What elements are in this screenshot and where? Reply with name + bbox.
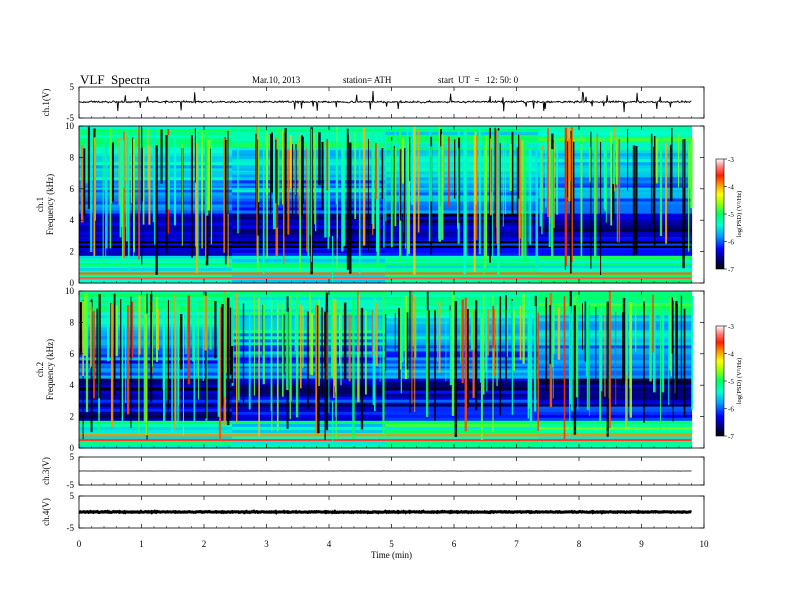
x-tick-label-0: 0 (77, 539, 82, 549)
ch4-waveform-ytick-0: 5 (70, 491, 75, 501)
ch2-spectrogram-axes (78, 290, 705, 449)
ch2-spectrogram-band-1 (79, 434, 692, 437)
ch3-waveform-axes (78, 456, 705, 486)
ch1-waveform-ytick-0: 5 (70, 82, 75, 92)
ch1-spectrogram-band-4 (79, 241, 692, 244)
ch2-spectrogram-ytick-2: 4 (70, 380, 75, 390)
ch3-waveform-ylabel: ch.3(V) (41, 457, 51, 485)
ch1-spectrogram-cb-tick-3: -6 (728, 239, 734, 247)
ch1-waveform-trace (79, 90, 692, 113)
ch2-spectrogram-ylabel: ch.2Frequency (kHz) (35, 339, 55, 400)
ch1-spectrogram-cb-tick-2: -5 (728, 211, 734, 219)
ch1-spectrogram-band-3 (79, 245, 692, 248)
ch1-waveform-ytick-1: -5 (67, 113, 75, 123)
x-tick-label-4: 4 (327, 539, 332, 549)
ch3-waveform-ytick-0: 5 (70, 452, 75, 462)
ch4-waveform-ylabel: ch.4(V) (41, 498, 51, 526)
x-tick-label-3: 3 (264, 539, 269, 549)
ch2-spectrogram-cb-tick-4: -7 (728, 433, 734, 441)
ch2-spectrogram-cb-tick-2: -5 (728, 378, 734, 386)
ch1-spectrogram-cb-tick-4: -7 (728, 266, 734, 274)
ch1-spectrogram-band-7 (79, 171, 692, 175)
ch1-spectrogram-change (332, 235, 334, 283)
ch1-spectrogram-ytick-1: 2 (70, 247, 75, 257)
ch1-spectrogram-band-2 (79, 263, 692, 266)
ch1-waveform-ylabel: ch.1(V) (41, 89, 51, 117)
ch2-spectrogram-ytick-0: 0 (70, 443, 75, 453)
ch2-spectrogram-ytick-5: 10 (65, 286, 75, 296)
ch1-spectrogram-ytick-5: 10 (65, 121, 75, 131)
ch1-spectrogram-ytick-3: 6 (70, 184, 75, 194)
ch1-spectrogram-band-0 (79, 277, 692, 280)
start-time-label: start UT = 12: 50: 0 (438, 75, 519, 85)
ch1-spectrogram-ytick-0: 0 (70, 278, 75, 288)
ch2-spectrogram-ytick-3: 6 (70, 349, 75, 359)
ch2-spectrogram-cb-tick-1: -4 (728, 351, 734, 359)
ch2-spectrogram-cb-tick-3: -6 (728, 406, 734, 414)
x-tick-label-2: 2 (202, 539, 207, 549)
station-label: station= ATH (343, 75, 392, 85)
ch1-spectrogram-ylabel: ch.1Frequency (kHz) (35, 174, 55, 235)
x-tick-label-6: 6 (452, 539, 457, 549)
panels-layer (78, 90, 694, 515)
ch1-spectrogram-cb-tick-1: -4 (728, 184, 734, 192)
ch2-spectrogram-band-2 (79, 421, 692, 424)
ch4-waveform-ytick-1: -5 (67, 523, 75, 533)
ch1-spectrogram-ytick-4: 8 (70, 152, 75, 162)
ch2-spectrogram-cb-label: log(PSD) (V²/Hz) (736, 358, 743, 405)
ch2-spectrogram-image (79, 291, 694, 449)
ch4-waveform-trace (78, 509, 692, 515)
ch1-spectrogram-image (79, 126, 693, 284)
x-axis-label: Time (min) (371, 550, 412, 560)
ch1-spectrogram-ytick-2: 4 (70, 215, 75, 225)
ch2-spectrogram-ytick-1: 2 (70, 412, 75, 422)
ch1-spectrogram-band-5 (79, 234, 692, 237)
x-tick-label-10: 10 (700, 539, 710, 549)
chart-title: VLF Spectra (80, 72, 151, 87)
ch1-spectrogram-cb-label: log(PSD) (V²/Hz) (736, 191, 743, 238)
ch1-spectrogram-axes (78, 125, 705, 284)
x-tick-label-5: 5 (389, 539, 394, 549)
ch1-spectrogram-colorbar (715, 158, 727, 270)
ch1-waveform-axes (78, 86, 705, 119)
ch2-spectrogram-band-0 (79, 438, 692, 442)
x-tick-label-7: 7 (514, 539, 519, 549)
ch1-spectrogram-colorbar-fill (715, 158, 725, 270)
ch2-spectrogram-ytick-4: 8 (70, 317, 75, 327)
recording-date: Mar.10, 2013 (252, 75, 301, 85)
ch2-spectrogram-colorbar-fill (715, 325, 725, 437)
ch1-spectrogram-cb-tick-0: -3 (728, 156, 734, 164)
x-tick-label-8: 8 (577, 539, 582, 549)
ch1-spectrogram-band-1 (79, 272, 692, 275)
ch2-spectrogram-colorbar (715, 325, 727, 437)
ch4-waveform-axes (78, 495, 705, 529)
x-tick-label-1: 1 (139, 539, 144, 549)
ch2-spectrogram-change (332, 400, 334, 448)
x-tick-label-9: 9 (639, 539, 644, 549)
ch2-spectrogram-cb-tick-0: -3 (728, 323, 734, 331)
ch3-waveform-ytick-1: -5 (67, 480, 75, 490)
ch1-spectrogram-band-6 (79, 187, 692, 190)
ch2-spectrogram-band-3 (79, 404, 692, 407)
